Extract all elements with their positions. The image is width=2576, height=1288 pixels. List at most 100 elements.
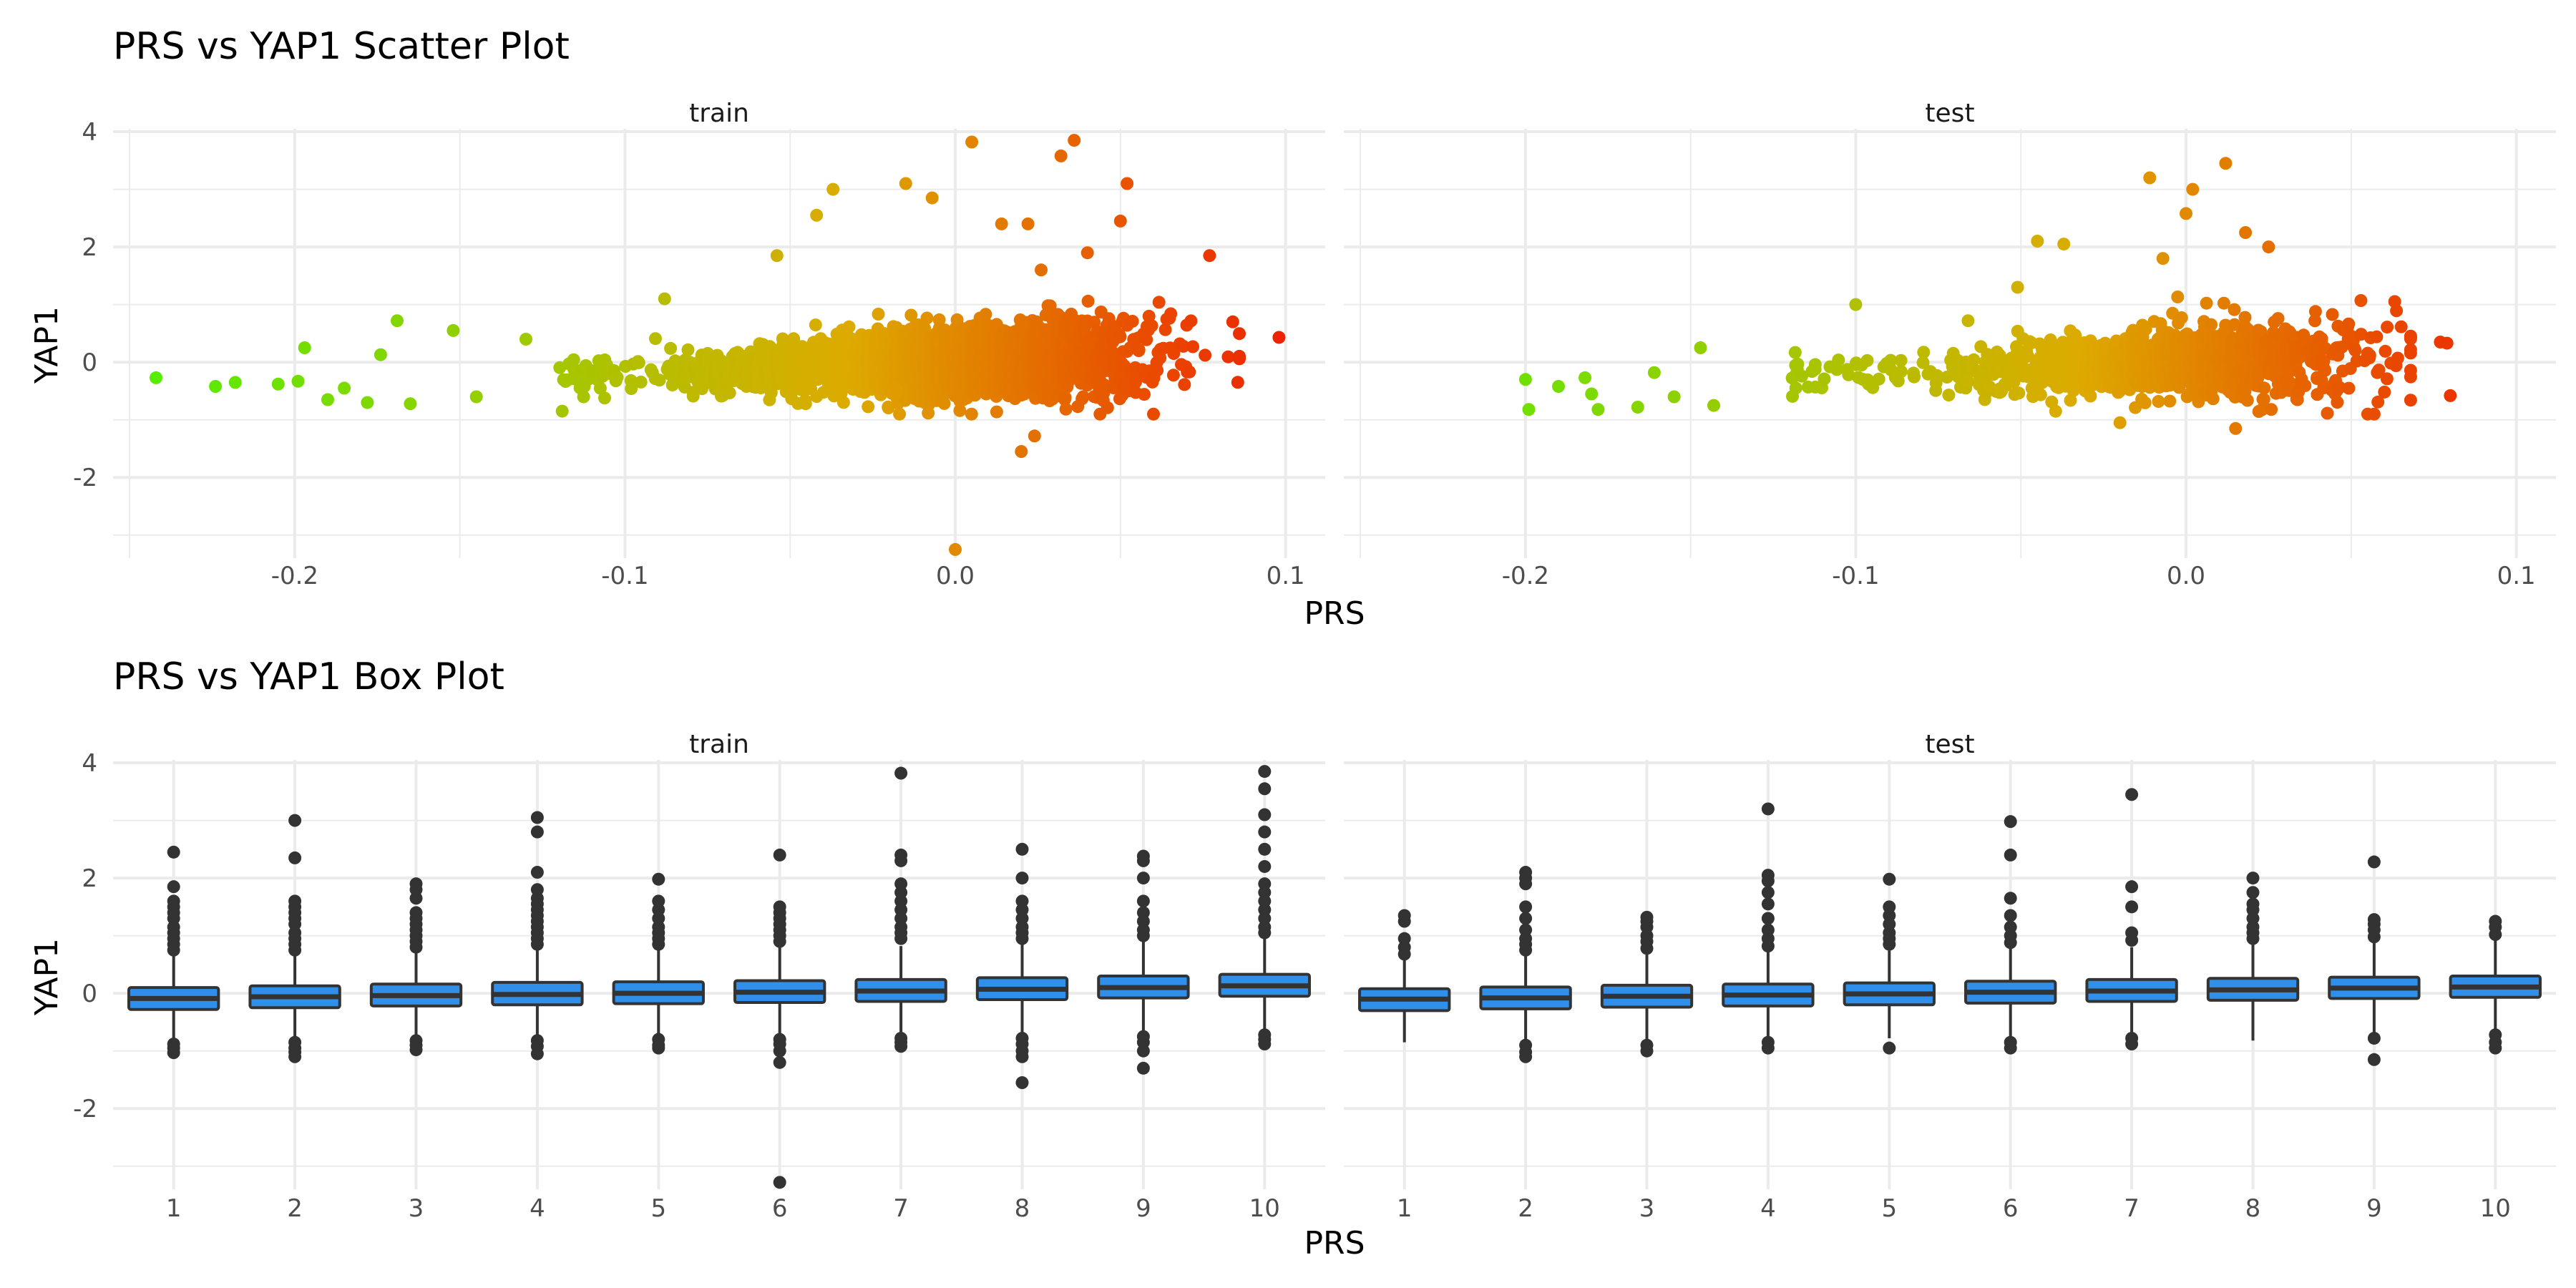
box-panel-test: 1 2 3 4 5 6 7 8 9 10	[1344, 760, 2556, 1223]
scatter-point	[1167, 347, 1181, 360]
scatter-point	[447, 323, 460, 337]
scatter-point	[1579, 371, 1591, 384]
box-x-tick-label: 8	[2245, 1194, 2261, 1223]
scatter-point	[2265, 403, 2278, 416]
scatter-point	[555, 404, 569, 418]
box-outlier-point	[1258, 877, 1272, 891]
box-outlier-point	[1015, 842, 1029, 856]
box-x-tick-label: 4	[1760, 1194, 1776, 1223]
box-outlier-point	[167, 880, 180, 894]
scatter-point	[2031, 235, 2044, 248]
scatter-point	[1113, 330, 1127, 343]
scatter-y-axis-label: YAP1	[29, 306, 65, 384]
scatter-point	[1591, 403, 1605, 416]
scatter-point	[1058, 391, 1072, 404]
box-outlier-point	[1015, 894, 1029, 908]
scatter-strip-train: train	[689, 99, 749, 128]
box-outlier-point	[2004, 1041, 2017, 1055]
scatter-point	[2238, 311, 2252, 324]
scatter-point	[1832, 353, 1845, 367]
scatter-point	[361, 396, 374, 409]
scatter-point	[1113, 214, 1127, 228]
scatter-point	[1059, 402, 1073, 416]
scatter-point	[826, 182, 840, 196]
scatter-point	[836, 396, 850, 409]
scatter-point	[634, 375, 648, 389]
scatter-point	[1961, 314, 1975, 328]
scatter-point	[2143, 171, 2157, 185]
scatter-point	[2379, 344, 2392, 358]
box-outlier-point	[2246, 872, 2260, 885]
scatter-point	[953, 404, 967, 417]
box-outlier-point	[652, 872, 665, 886]
scatter-point	[2370, 330, 2384, 343]
box-outlier-point	[1883, 872, 1896, 886]
box-x-tick-label: 6	[772, 1194, 788, 1223]
box-outlier-point	[1136, 894, 1150, 908]
scatter-point	[2186, 182, 2200, 196]
box-outlier-point	[167, 894, 180, 908]
box-outlier-point	[2367, 1031, 2381, 1045]
scatter-point	[2012, 386, 2026, 400]
scatter-point	[2380, 372, 2394, 386]
scatter-point	[1035, 263, 1048, 277]
box-x-tick-label: 5	[1881, 1194, 1897, 1223]
scatter-point	[150, 371, 162, 384]
scatter-point	[2271, 312, 2285, 326]
scatter-point	[2440, 336, 2454, 350]
scatter-point	[625, 382, 638, 396]
scatter-point	[2257, 393, 2270, 406]
scatter-point	[593, 381, 607, 395]
scatter-point	[2390, 304, 2404, 318]
box-outlier-point	[773, 1055, 786, 1069]
box-outlier-point	[2125, 880, 2139, 894]
scatter-x-axis-label: PRS	[1304, 595, 1365, 632]
box-outlier-point	[1397, 932, 1411, 945]
box-outlier-point	[2246, 897, 2260, 911]
scatter-y-tick-label: -2	[73, 464, 97, 492]
scatter-point	[1164, 307, 1178, 321]
scatter-point	[2308, 314, 2322, 328]
scatter-point	[2217, 296, 2230, 310]
scatter-point	[2308, 305, 2322, 318]
scatter-point	[810, 208, 824, 222]
box-outlier-point	[773, 848, 786, 862]
scatter-x-tick-label: -0.1	[1832, 562, 1879, 590]
scatter-point	[632, 356, 645, 369]
scatter-point	[904, 308, 918, 322]
scatter-point	[649, 332, 662, 346]
scatter-point	[1518, 373, 1532, 386]
box-outlier-point	[2004, 920, 2017, 934]
scatter-point	[1694, 341, 1707, 354]
scatter-point	[2326, 308, 2339, 321]
scatter-point	[2240, 394, 2254, 407]
scatter-point	[2394, 320, 2408, 333]
scatter-point	[1076, 390, 1090, 404]
scatter-point	[1043, 299, 1057, 313]
scatter-point	[1894, 353, 1908, 367]
scatter-point	[995, 217, 1008, 230]
scatter-point	[2064, 394, 2077, 407]
scatter-point	[228, 376, 242, 389]
scatter-panel-train: -0.2 -0.1 0.0 0.1 -2 0 2 4	[73, 118, 1325, 590]
scatter-point	[298, 341, 311, 354]
scatter-point	[2381, 321, 2394, 334]
scatter-point	[799, 397, 812, 411]
box-x-tick-label: 9	[2366, 1194, 2382, 1223]
scatter-point	[2318, 364, 2332, 377]
scatter-point	[321, 393, 334, 406]
box-outlier-point	[530, 1047, 544, 1060]
box-outlier-point	[1883, 900, 1896, 914]
scatter-point	[2363, 348, 2376, 362]
scatter-point	[1908, 370, 1921, 384]
scatter-point	[519, 333, 532, 346]
scatter-point	[1931, 369, 1944, 382]
box-x-tick-label: 3	[409, 1194, 424, 1223]
scatter-point	[1226, 315, 1239, 328]
box-outlier-point	[2125, 1038, 2139, 1051]
scatter-point	[1233, 327, 1246, 341]
scatter-x-tick-label: -0.2	[1502, 562, 1549, 590]
box-outlier-point	[894, 848, 908, 862]
scatter-point	[2404, 394, 2417, 407]
scatter-point	[2404, 332, 2417, 346]
